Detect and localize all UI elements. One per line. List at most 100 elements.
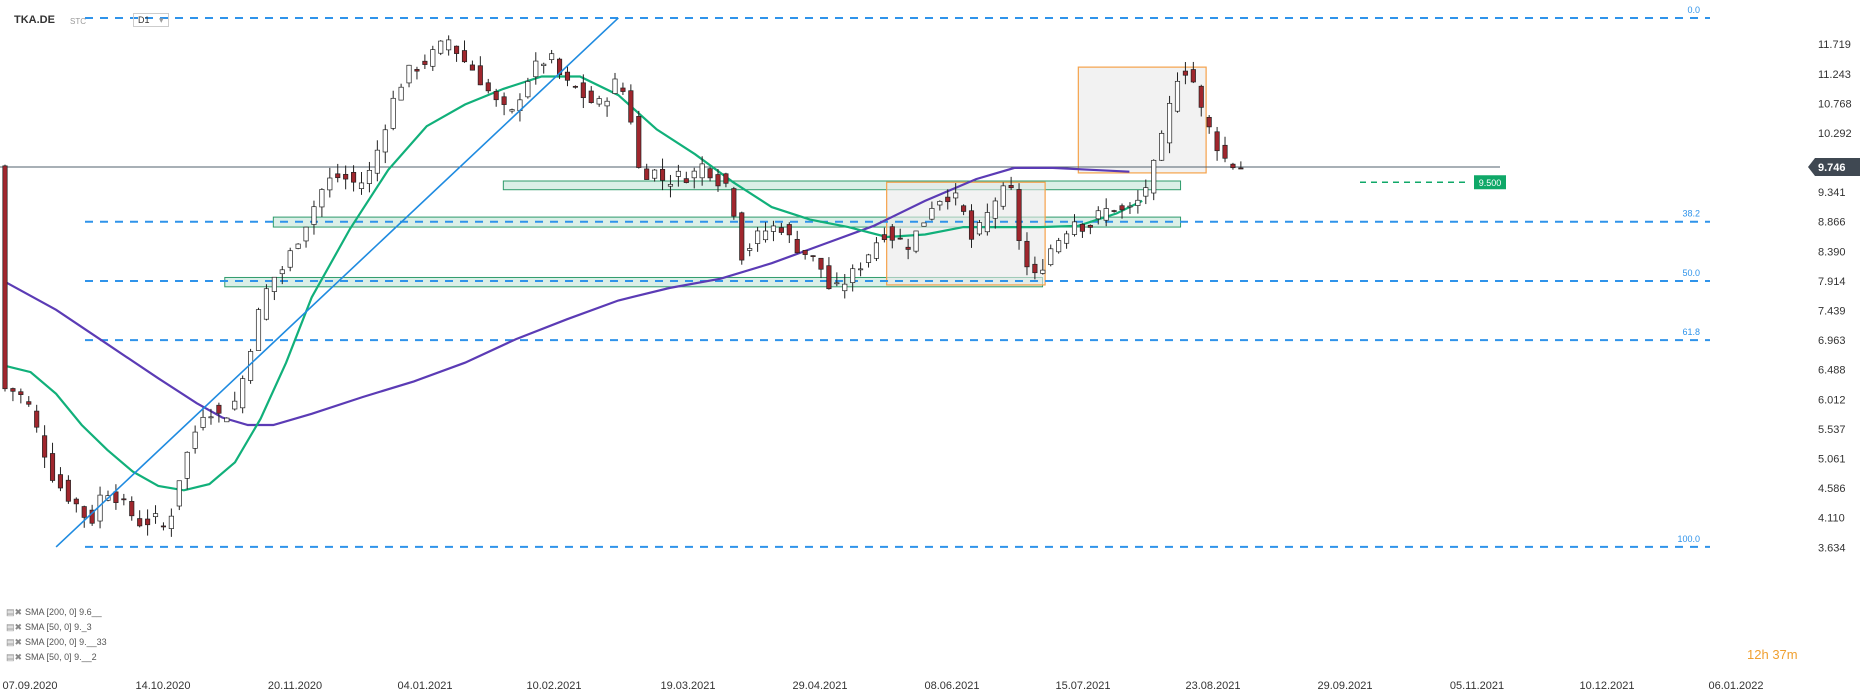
candle-down xyxy=(422,60,428,65)
candle-down xyxy=(636,116,642,168)
candle-down xyxy=(739,212,745,261)
level-marker-badge xyxy=(1474,175,1506,190)
last-price-label: 9.746 xyxy=(1818,162,1846,174)
candle-down xyxy=(1111,210,1117,212)
candle-up xyxy=(184,451,190,479)
candle-up xyxy=(1095,210,1101,220)
candle-up xyxy=(652,169,658,179)
fib-level-label: 0.0 xyxy=(1687,5,1700,15)
x-tick-label: 04.01.2021 xyxy=(397,680,452,692)
candle-down xyxy=(826,265,832,290)
candle-up xyxy=(953,192,959,199)
indicator-legend-item[interactable]: ▤✖ SMA [200, 0] 9.__33 xyxy=(6,635,107,650)
candle-down xyxy=(1214,131,1220,152)
fib-level-label: 100.0 xyxy=(1677,534,1700,544)
candle-up xyxy=(446,39,452,51)
x-tick-label: 15.07.2021 xyxy=(1055,680,1110,692)
settings-icon[interactable]: ▤✖ xyxy=(6,652,23,662)
moving-averages xyxy=(4,75,1143,492)
candle-up xyxy=(596,98,602,105)
indicator-legend-item[interactable]: ▤✖ SMA [50, 0] 9.__2 xyxy=(6,650,107,665)
candle-up xyxy=(287,250,293,268)
candle-timer: 12h 37m xyxy=(1747,647,1798,662)
indicator-legend-item[interactable]: ▤✖ SMA [50, 0] 9._3 xyxy=(6,620,107,635)
candle-up xyxy=(398,86,404,101)
settings-icon[interactable]: ▤✖ xyxy=(6,607,23,617)
candle-down xyxy=(57,474,64,489)
candle-down xyxy=(160,525,166,528)
candle-up xyxy=(1103,208,1109,221)
candle-down xyxy=(778,227,784,233)
settings-icon[interactable]: ▤✖ xyxy=(6,622,23,632)
candle-up xyxy=(604,100,610,107)
candle-up xyxy=(1159,132,1165,161)
candle-down xyxy=(129,501,135,517)
candle-down xyxy=(18,391,24,395)
range-box xyxy=(1077,66,1207,174)
candle-down xyxy=(794,238,800,254)
candle-down xyxy=(10,388,16,392)
candle-up xyxy=(509,109,515,112)
y-tick-label: 7.439 xyxy=(1818,306,1846,318)
candle-down xyxy=(1024,240,1030,268)
candle-up xyxy=(691,170,697,179)
candle-down xyxy=(1079,223,1085,232)
candle-down xyxy=(881,234,887,240)
candle-up xyxy=(382,129,388,153)
candle-down xyxy=(731,188,737,217)
candle-up xyxy=(675,170,681,177)
candle-down xyxy=(501,96,507,105)
level-marker-label: 9.500 xyxy=(1479,178,1502,188)
y-tick-label: 11.243 xyxy=(1818,69,1851,81)
y-tick-label: 5.537 xyxy=(1818,424,1846,436)
candle-down xyxy=(469,64,475,71)
candle-down xyxy=(644,168,650,180)
candle-down xyxy=(723,173,729,184)
candle-down xyxy=(715,174,721,187)
candle-down xyxy=(818,257,824,270)
settings-icon[interactable]: ▤✖ xyxy=(6,637,23,647)
candle-down xyxy=(961,205,967,212)
y-tick-label: 11.719 xyxy=(1818,39,1851,51)
trendline xyxy=(55,17,619,548)
timeframe-select[interactable]: D1 xyxy=(133,13,169,27)
candle-up xyxy=(327,177,333,191)
y-tick-label: 8.866 xyxy=(1818,217,1846,229)
candle-down xyxy=(889,226,895,241)
source-label[interactable]: STC xyxy=(70,17,86,26)
candle-down xyxy=(620,87,626,92)
x-tick-label: 07.09.2020 xyxy=(2,680,57,692)
candle-up xyxy=(834,282,840,285)
candle-down xyxy=(802,249,808,255)
y-tick-label: 6.012 xyxy=(1818,394,1846,406)
candle-down xyxy=(351,171,357,183)
fib-level-label: 38.2 xyxy=(1682,209,1700,219)
candle-down xyxy=(216,404,222,414)
candle-up xyxy=(976,222,982,235)
candle-down xyxy=(2,165,8,390)
candle-up xyxy=(612,78,618,94)
candle-down xyxy=(1032,263,1038,274)
support-zone xyxy=(502,180,1182,191)
candle-up xyxy=(984,212,990,233)
candle-up xyxy=(1167,102,1173,144)
candle-down xyxy=(477,65,483,86)
candle-down xyxy=(557,58,563,76)
indicator-legend-item[interactable]: ▤✖ SMA [200, 0] 9.6__ xyxy=(6,605,107,620)
y-tick-label: 6.488 xyxy=(1818,365,1846,377)
candle-down xyxy=(1016,189,1022,241)
symbol-label[interactable]: TKA.DE xyxy=(14,14,55,26)
candle-up xyxy=(1048,248,1054,266)
x-tick-label: 23.08.2021 xyxy=(1185,680,1240,692)
candle-down xyxy=(1190,69,1196,83)
candle-up xyxy=(755,230,761,244)
candle-down xyxy=(73,498,79,505)
candle-up xyxy=(865,254,872,263)
x-tick-label: 29.04.2021 xyxy=(792,680,847,692)
candle-up xyxy=(430,49,436,67)
y-tick-label: 5.061 xyxy=(1818,453,1846,465)
candle-up xyxy=(295,243,301,249)
fib-level-label: 61.8 xyxy=(1682,327,1700,337)
candle-down xyxy=(905,246,911,250)
